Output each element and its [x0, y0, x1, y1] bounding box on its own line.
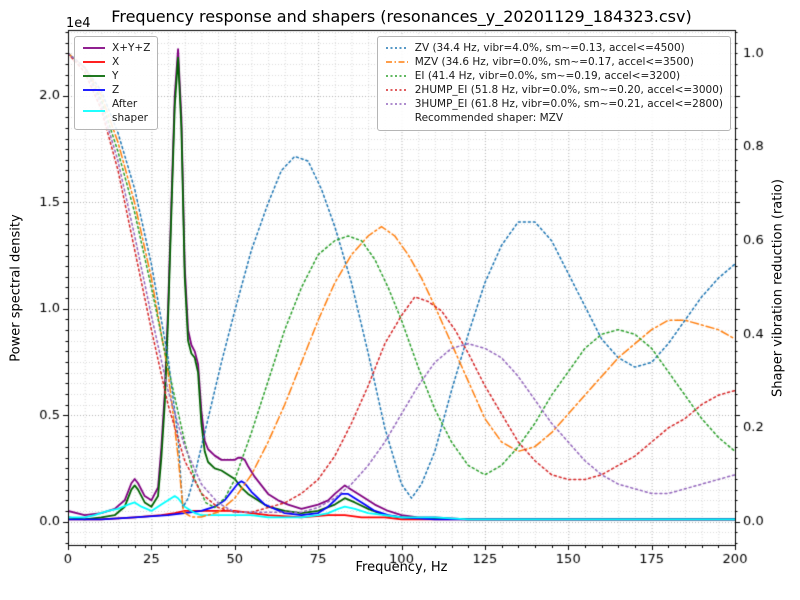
legend-item-label: Y: [112, 70, 119, 82]
legend-key-line: [385, 47, 408, 49]
legend-item-z: Z: [82, 83, 150, 97]
legend-key-line: [385, 61, 408, 63]
legend-key-line: [83, 89, 105, 91]
legend-item-zv: ZV (34.4 Hz, vibr=4.0%, sm~=0.13, accel<…: [385, 41, 723, 55]
y-axis-right-label: Shaper vibration reduction (ratio): [770, 179, 786, 397]
legend-key-line: [83, 110, 105, 112]
legend-item-y: Y: [82, 69, 150, 83]
legend-item-label: X+Y+Z: [112, 42, 151, 54]
chart-title: Frequency response and shapers (resonanc…: [111, 7, 692, 26]
legend-key-line: [83, 75, 105, 77]
legend-item-ei: EI (41.4 Hz, vibr=0.0%, sm~=0.19, accel<…: [385, 69, 723, 83]
recommended-shaper-note: Recommended shaper: MZV: [414, 112, 564, 124]
legend-item-mzv: MZV (34.6 Hz, vibr=0.0%, sm~=0.17, accel…: [385, 55, 723, 69]
legend-item-label: ZV (34.4 Hz, vibr=4.0%, sm~=0.13, accel<…: [414, 42, 685, 54]
legend-key-line: [385, 89, 408, 91]
legend-key-line: [385, 103, 408, 105]
legend-psd: X+Y+Z X Y Z After shaper: [74, 36, 159, 130]
legend-key-line: [385, 75, 408, 77]
legend-key-line: [83, 61, 105, 63]
legend-item-label: EI (41.4 Hz, vibr=0.0%, sm~=0.19, accel<…: [414, 70, 681, 82]
legend-item-xyz: X+Y+Z: [82, 41, 150, 55]
legend-item-label: After shaper: [112, 98, 149, 124]
legend-item-label: 3HUMP_EI (61.8 Hz, vibr=0.0%, sm~=0.21, …: [414, 98, 723, 110]
legend-item-label: 2HUMP_EI (51.8 Hz, vibr=0.0%, sm~=0.20, …: [414, 84, 723, 96]
y-axis-left-label: Power spectral density: [8, 214, 24, 362]
legend-item-after-shaper: After shaper: [82, 97, 150, 125]
legend-item-label: MZV (34.6 Hz, vibr=0.0%, sm~=0.17, accel…: [414, 56, 694, 68]
legend-item-2hump-ei: 2HUMP_EI (51.8 Hz, vibr=0.0%, sm~=0.20, …: [385, 83, 723, 97]
legend-item-label: Z: [112, 84, 120, 96]
legend-item-label: X: [112, 56, 120, 68]
x-axis-label: Frequency, Hz: [355, 560, 448, 575]
legend-item-3hump-ei: 3HUMP_EI (61.8 Hz, vibr=0.0%, sm~=0.21, …: [385, 97, 723, 111]
y-axis-offset-text: 1e4: [66, 16, 91, 31]
legend-item-x: X: [82, 55, 150, 69]
legend-key-line: [83, 47, 105, 49]
legend-shapers: ZV (34.4 Hz, vibr=4.0%, sm~=0.13, accel<…: [376, 36, 731, 131]
